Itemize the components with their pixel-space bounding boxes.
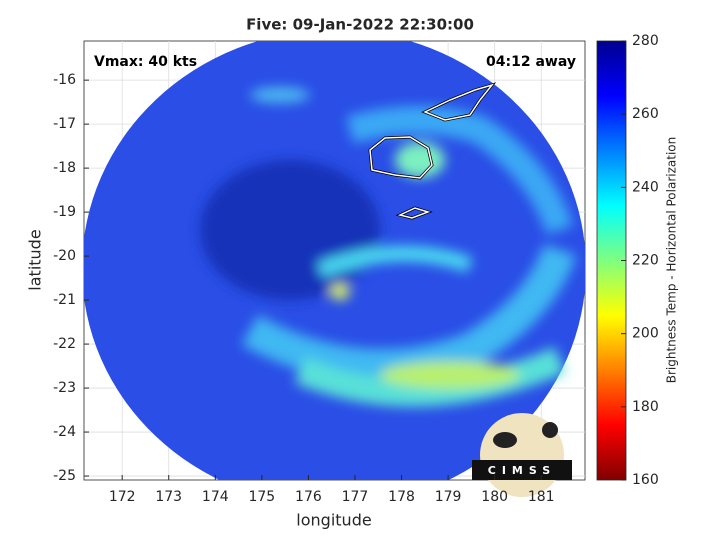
chart-title: Five: 09-Jan-2022 22:30:00	[246, 16, 474, 34]
x-tick-label: 172	[109, 489, 136, 505]
colorbar-tick-label: 180	[632, 399, 659, 415]
y-tick-label: -21	[53, 292, 76, 308]
x-tick-label: 179	[435, 489, 462, 505]
x-axis-label: longitude	[296, 511, 371, 530]
colorbar-tick-label: 220	[632, 253, 659, 269]
coastline	[368, 82, 497, 220]
y-tick-label: -20	[53, 248, 76, 264]
y-tick-label: -23	[53, 380, 76, 396]
annotation: Vmax: 40 kts	[94, 54, 197, 70]
x-tick-label: 178	[388, 489, 415, 505]
colorbar-tick-label: 160	[632, 472, 659, 488]
y-tick-label: -19	[53, 204, 76, 220]
y-tick-label: -18	[53, 160, 76, 176]
colorbar-tick-label: 200	[632, 326, 659, 342]
colorbar-tick-label: 240	[632, 179, 659, 195]
x-tick-label: 180	[481, 489, 508, 505]
logo-text: CIMSS	[488, 464, 556, 477]
x-tick-label: 173	[155, 489, 182, 505]
colorbar-tick-label: 260	[632, 106, 659, 122]
y-tick-label: -22	[53, 336, 76, 352]
colorbar-label: Brightness Temp - Horizontal Polarizatio…	[665, 137, 679, 384]
annotation: 04:12 away	[486, 54, 576, 70]
x-tick-label: 177	[342, 489, 369, 505]
x-tick-label: 176	[295, 489, 322, 505]
x-tick-label: 181	[528, 489, 555, 505]
x-tick-label: 174	[202, 489, 229, 505]
y-tick-label: -25	[53, 468, 76, 484]
y-tick-label: -16	[53, 72, 76, 88]
logo: CIMSS	[472, 413, 572, 497]
y-axis-label: latitude	[26, 229, 45, 290]
x-tick-label: 175	[248, 489, 275, 505]
colorbar-tick-label: 280	[632, 33, 659, 49]
satellite-image	[84, 41, 585, 480]
y-tick-label: -17	[53, 116, 76, 132]
y-tick-label: -24	[53, 424, 76, 440]
